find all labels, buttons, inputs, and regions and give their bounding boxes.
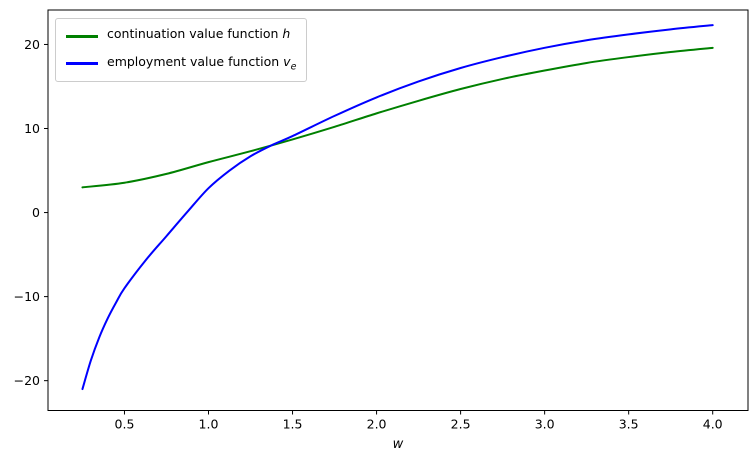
x-tick-label: 4.0 (703, 417, 723, 432)
x-tick-label: 3.5 (619, 417, 639, 432)
y-tick-label: 20 (24, 37, 40, 52)
series-line-1 (81, 24, 714, 391)
legend-line-blue (66, 62, 98, 66)
axes-spines (47, 9, 749, 411)
legend-label: continuation value function h (107, 26, 291, 41)
x-tick-label: 2.0 (367, 417, 387, 432)
legend-entry-continuation-value: continuation value function h (66, 26, 296, 47)
legend: continuation value function h employment … (55, 18, 308, 82)
y-tick-label: 0 (32, 205, 40, 220)
x-tick-label: 2.5 (451, 417, 471, 432)
legend-entry-employment-value: employment value function ve (66, 54, 296, 75)
y-tick-label: 10 (24, 121, 40, 136)
x-tick-label: 1.5 (283, 417, 303, 432)
x-tick-label: 3.0 (535, 417, 555, 432)
x-tick-label: 1.0 (199, 417, 219, 432)
y-tick-label: −10 (14, 289, 40, 304)
x-tick-label: 0.5 (115, 417, 135, 432)
legend-line-green (66, 34, 98, 38)
y-tick-label: −20 (14, 373, 40, 388)
series-line-0 (81, 46, 714, 189)
x-axis-label: w (392, 437, 404, 452)
legend-label: employment value function ve (107, 53, 297, 73)
